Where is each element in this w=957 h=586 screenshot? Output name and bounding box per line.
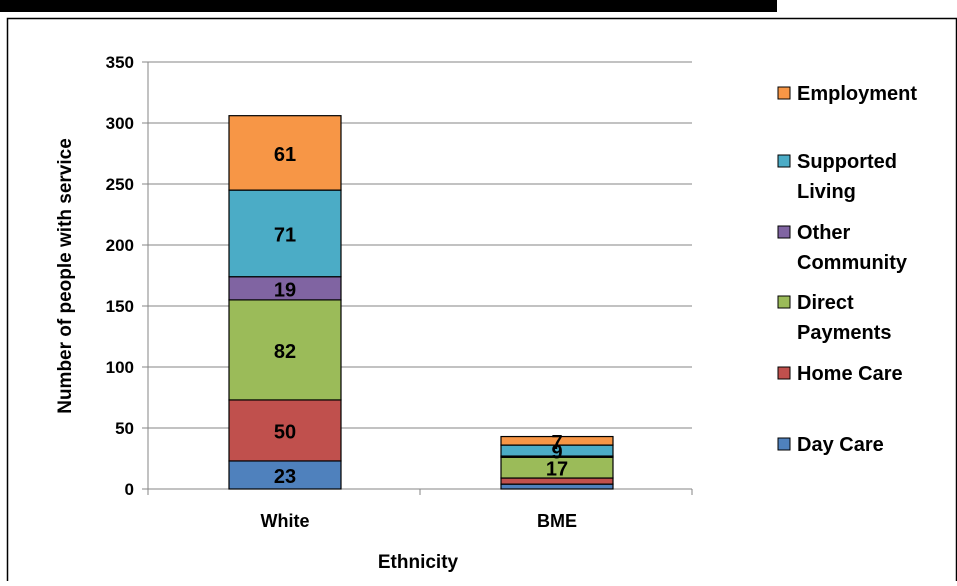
data-label: 82	[274, 341, 296, 363]
legend-label: Direct	[797, 292, 854, 314]
data-label: 17	[546, 459, 568, 481]
data-label: 9	[551, 442, 562, 464]
legend-swatch	[777, 437, 791, 451]
y-tick-label: 200	[106, 236, 134, 255]
y-tick-label: 50	[115, 419, 134, 438]
legend-swatch	[777, 295, 791, 309]
data-label: 50	[274, 421, 296, 443]
data-label: 61	[274, 144, 296, 166]
legend-label: Home Care	[797, 363, 903, 385]
legend-label: Day Care	[797, 434, 884, 456]
data-label: 7	[551, 432, 562, 454]
y-tick-label: 250	[106, 175, 134, 194]
legend-label: Community	[797, 252, 908, 274]
bars	[228, 115, 614, 490]
axes: 0 50 100 150 200 250 300 350 White BME	[106, 53, 693, 531]
x-tick-label: White	[261, 511, 310, 531]
data-label: 71	[274, 224, 296, 246]
bar-segment	[500, 483, 614, 490]
legend-label: Living	[797, 181, 856, 203]
y-tick-label: 350	[106, 53, 134, 72]
y-tick-label: 300	[106, 114, 134, 133]
data-label: 23	[274, 466, 296, 488]
legend-label: Payments	[797, 322, 892, 344]
bar-segment	[228, 115, 342, 191]
top-black-band	[0, 0, 777, 12]
x-axis-title: Ethnicity	[378, 552, 459, 573]
legend-label: Other	[797, 222, 851, 244]
legend-label: Supported	[797, 151, 897, 173]
y-axis-title: Number of people with service	[55, 138, 76, 414]
legend-swatch	[777, 366, 791, 380]
legend-swatch	[777, 225, 791, 239]
legend-swatch	[777, 86, 791, 100]
y-tick-label: 150	[106, 297, 134, 316]
x-tick-label: BME	[537, 511, 577, 531]
legend: Employment Supported Living Other Community D…	[777, 83, 917, 456]
bar-segment	[228, 189, 342, 278]
legend-label: Employment	[797, 83, 917, 105]
chart-border	[6, 17, 957, 586]
bar-segment	[228, 299, 342, 401]
y-tick-label: 100	[106, 358, 134, 377]
data-label: 19	[274, 279, 296, 301]
y-tick-label: 0	[125, 480, 134, 499]
bar-segment	[228, 399, 342, 462]
bar-segment	[228, 460, 342, 490]
bar-segment	[500, 435, 614, 446]
legend-swatch	[777, 154, 791, 168]
